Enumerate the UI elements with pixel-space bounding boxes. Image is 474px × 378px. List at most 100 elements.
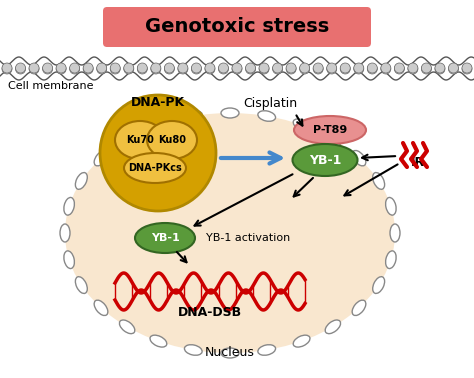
Circle shape [462, 63, 472, 73]
Circle shape [286, 63, 296, 73]
Ellipse shape [150, 335, 167, 347]
Circle shape [448, 64, 458, 74]
Circle shape [29, 64, 39, 74]
Ellipse shape [94, 150, 108, 166]
Text: Cisplatin: Cisplatin [243, 96, 297, 110]
Ellipse shape [64, 251, 74, 268]
Circle shape [259, 63, 269, 73]
Circle shape [191, 64, 201, 74]
Ellipse shape [385, 197, 396, 215]
Circle shape [408, 63, 418, 73]
Ellipse shape [385, 251, 396, 268]
Circle shape [232, 63, 242, 73]
Circle shape [56, 64, 66, 74]
Circle shape [205, 63, 215, 73]
Circle shape [394, 63, 404, 73]
Ellipse shape [75, 172, 87, 189]
Circle shape [313, 64, 323, 74]
Circle shape [448, 63, 458, 73]
Circle shape [70, 64, 80, 74]
Circle shape [462, 64, 472, 74]
Ellipse shape [64, 197, 74, 215]
Text: IR: IR [411, 156, 425, 169]
Circle shape [56, 63, 66, 73]
Circle shape [191, 63, 201, 73]
Ellipse shape [147, 121, 197, 159]
Circle shape [421, 64, 431, 74]
Ellipse shape [124, 153, 186, 183]
Circle shape [124, 63, 134, 73]
Circle shape [164, 64, 174, 74]
Circle shape [340, 63, 350, 73]
Circle shape [300, 64, 310, 74]
Text: Ku80: Ku80 [158, 135, 186, 145]
Circle shape [29, 63, 39, 73]
Circle shape [151, 64, 161, 74]
Circle shape [421, 63, 431, 73]
Circle shape [110, 64, 120, 74]
Circle shape [110, 63, 120, 73]
Circle shape [100, 95, 216, 211]
Circle shape [259, 64, 269, 74]
Ellipse shape [65, 113, 395, 353]
Circle shape [327, 63, 337, 73]
Circle shape [408, 64, 418, 74]
Ellipse shape [293, 335, 310, 347]
Circle shape [43, 64, 53, 74]
Circle shape [394, 64, 404, 74]
Ellipse shape [325, 132, 341, 146]
Circle shape [327, 64, 337, 74]
Circle shape [83, 63, 93, 73]
Circle shape [313, 63, 323, 73]
Circle shape [70, 63, 80, 73]
Circle shape [435, 63, 445, 73]
Text: Nucleus: Nucleus [205, 347, 255, 359]
Text: DNA-PKcs: DNA-PKcs [128, 163, 182, 173]
Text: Cell membrane: Cell membrane [8, 81, 93, 91]
FancyBboxPatch shape [103, 7, 371, 47]
Ellipse shape [119, 132, 135, 146]
Circle shape [381, 63, 391, 73]
Text: P-T89: P-T89 [313, 125, 347, 135]
Circle shape [354, 63, 364, 73]
Ellipse shape [150, 119, 167, 131]
Ellipse shape [184, 111, 202, 121]
Circle shape [2, 64, 12, 74]
Circle shape [435, 64, 445, 74]
Circle shape [2, 63, 12, 73]
Ellipse shape [60, 224, 70, 242]
Ellipse shape [352, 150, 366, 166]
Ellipse shape [135, 223, 195, 253]
Circle shape [273, 63, 283, 73]
Circle shape [219, 63, 228, 73]
Ellipse shape [352, 300, 366, 316]
Circle shape [205, 64, 215, 74]
Circle shape [246, 63, 255, 73]
Text: Ku70: Ku70 [126, 135, 154, 145]
Circle shape [83, 64, 93, 74]
Text: YB-1: YB-1 [151, 233, 179, 243]
Circle shape [232, 64, 242, 74]
Circle shape [246, 64, 255, 74]
Text: DNA-DSB: DNA-DSB [178, 307, 242, 319]
Text: DNA-PK: DNA-PK [131, 96, 185, 110]
Circle shape [97, 63, 107, 73]
Ellipse shape [115, 121, 165, 159]
Circle shape [137, 64, 147, 74]
Circle shape [340, 64, 350, 74]
Circle shape [151, 63, 161, 73]
Ellipse shape [390, 224, 400, 242]
Ellipse shape [373, 277, 384, 293]
Circle shape [16, 63, 26, 73]
Circle shape [43, 63, 53, 73]
Ellipse shape [184, 345, 202, 355]
Ellipse shape [294, 116, 366, 144]
Ellipse shape [94, 300, 108, 316]
Circle shape [354, 64, 364, 74]
Circle shape [381, 64, 391, 74]
Ellipse shape [258, 111, 275, 121]
Ellipse shape [258, 345, 275, 355]
Text: YB-1 activation: YB-1 activation [206, 233, 290, 243]
Circle shape [367, 63, 377, 73]
Circle shape [178, 64, 188, 74]
